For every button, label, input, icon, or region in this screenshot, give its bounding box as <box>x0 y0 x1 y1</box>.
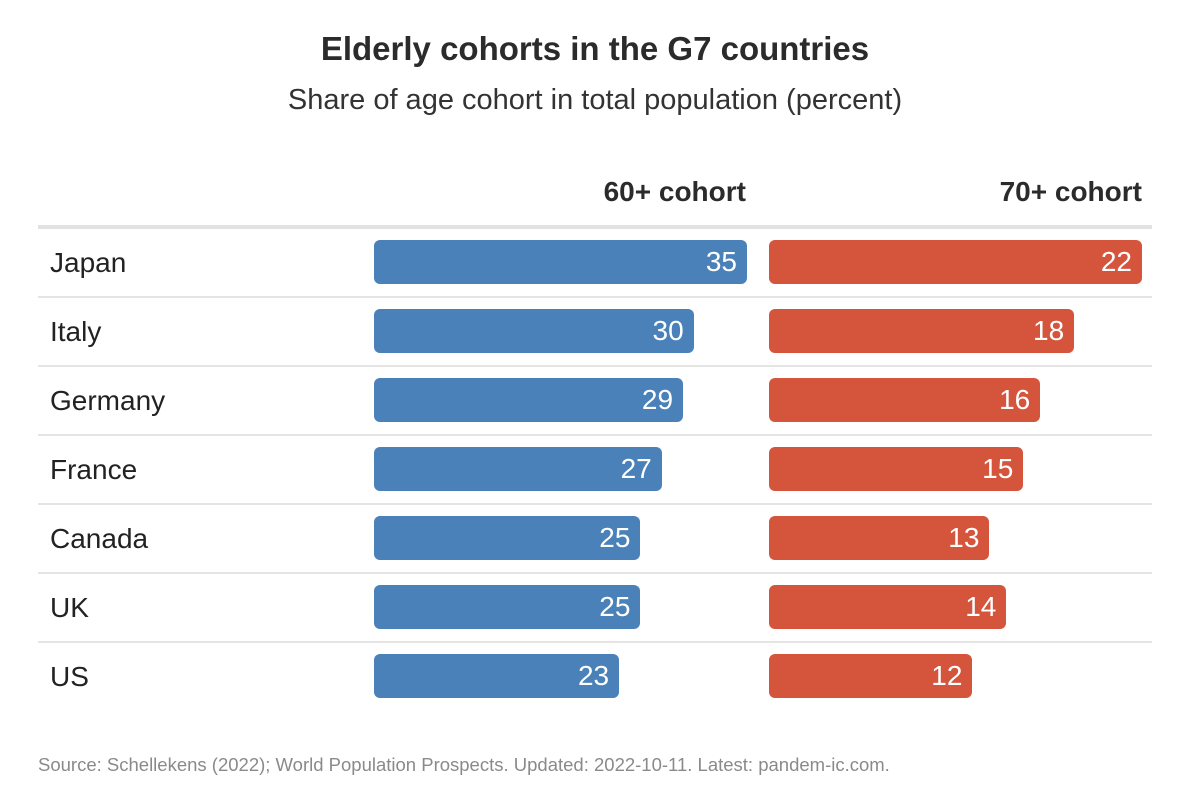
bar-70-plus: 12 <box>769 654 973 698</box>
row-divider <box>38 296 1152 298</box>
chart-subtitle: Share of age cohort in total population … <box>287 84 903 116</box>
table-row: UK 25 14 <box>0 574 1200 643</box>
bar-70-plus: 13 <box>769 516 990 560</box>
bar-70-plus: 14 <box>769 585 1007 629</box>
source-note: Source: Schellekens (2022); World Popula… <box>38 754 890 775</box>
bar-60-plus: 27 <box>374 447 662 491</box>
country-label: Canada <box>50 523 149 554</box>
table-row: Germany 29 16 <box>0 367 1200 436</box>
table-row: US 23 12 <box>0 643 1200 712</box>
bar-60-plus: 23 <box>374 654 620 698</box>
row-divider <box>38 503 1152 505</box>
table-row: Japan 35 22 <box>0 229 1200 298</box>
country-label: US <box>50 661 89 692</box>
series-header-60-plus: 60+ cohort <box>603 176 746 207</box>
row-divider <box>38 572 1152 574</box>
bar-60-plus: 25 <box>374 516 641 560</box>
table-row: Italy 30 18 <box>0 298 1200 367</box>
bar-70-plus: 15 <box>769 447 1024 491</box>
bar-70-plus: 22 <box>769 240 1142 284</box>
table-row: Canada 25 13 <box>0 505 1200 574</box>
bar-60-plus: 30 <box>374 309 694 353</box>
bar-70-plus: 16 <box>769 378 1041 422</box>
chart-title: Elderly cohorts in the G7 countries <box>320 30 870 67</box>
header-divider <box>38 225 1152 229</box>
country-label: France <box>50 454 138 485</box>
row-divider <box>38 434 1152 436</box>
row-divider <box>38 365 1152 367</box>
series-header-70-plus: 70+ cohort <box>999 176 1142 207</box>
bar-60-plus: 29 <box>374 378 684 422</box>
country-label: UK <box>50 592 89 623</box>
country-label: Italy <box>50 316 102 347</box>
table-row: France 27 15 <box>0 436 1200 505</box>
bar-60-plus: 35 <box>374 240 747 284</box>
bar-60-plus: 25 <box>374 585 641 629</box>
country-label: Germany <box>50 385 166 416</box>
bar-70-plus: 18 <box>769 309 1075 353</box>
country-label: Japan <box>50 247 127 278</box>
row-divider <box>38 641 1152 643</box>
